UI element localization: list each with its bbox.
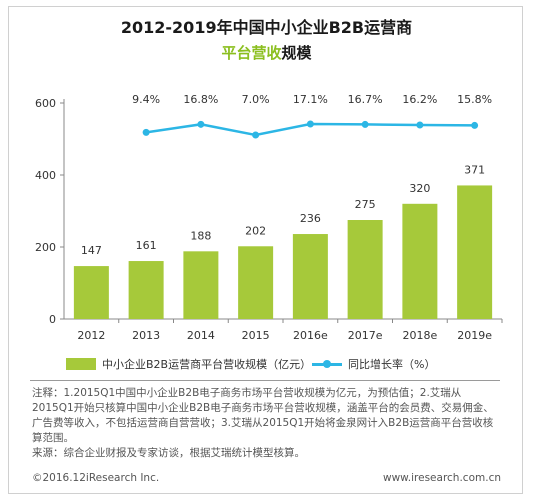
x-tick-label: 2013 <box>132 329 160 342</box>
growth-label: 16.7% <box>348 93 383 106</box>
bar-2014 <box>183 251 219 319</box>
legend-line-label: 同比增长率（%） <box>348 358 436 371</box>
growth-point <box>471 121 479 129</box>
legend-bar-swatch <box>66 358 96 370</box>
growth-label: 7.0% <box>242 93 270 106</box>
bar-2015 <box>238 246 274 319</box>
legend-line-swatch <box>312 359 342 368</box>
growth-label: 15.8% <box>457 93 492 106</box>
website-text: www.iresearch.com.cn <box>382 472 501 484</box>
bar-label: 202 <box>245 224 266 237</box>
chart-frame <box>8 6 523 494</box>
chart-subtitle: 平台营收规模 <box>0 42 533 63</box>
chart-title: 2012-2019年中国中小企业B2B运营商 <box>120 18 413 37</box>
x-tick-label: 2016e <box>293 329 328 342</box>
legend-bar-label: 中小企业B2B运营商平台营收规模（亿元） <box>102 358 312 371</box>
bar-2019e <box>457 185 493 319</box>
x-tick-label: 2015 <box>242 329 270 342</box>
bar-label: 320 <box>409 182 430 195</box>
growth-point <box>197 120 205 128</box>
x-tick-label: 2012 <box>77 329 105 342</box>
notes: 注释：1.2015Q1中国中小企业B2B电子商务市场平台营收规模为亿元，为预估值… <box>32 386 502 461</box>
growth-point <box>361 120 369 128</box>
growth-label: 9.4% <box>132 93 160 106</box>
subtitle-highlight: 平台营收 <box>221 44 282 62</box>
copyright-text: ©2016.12iResearch Inc. <box>32 472 160 484</box>
x-tick-label: 2014 <box>187 329 215 342</box>
bar-label: 275 <box>355 198 376 211</box>
bar-label: 161 <box>136 239 157 252</box>
bar-label: 236 <box>300 212 321 225</box>
bar-2018e <box>402 203 438 319</box>
y-tick-label: 600 <box>35 97 56 110</box>
growth-point <box>416 121 424 129</box>
y-tick-label: 0 <box>49 313 56 326</box>
chart-plot: 0 200 400 600 147 2012 161 2013 188 2014 202 2015 23… <box>35 93 503 342</box>
growth-point <box>306 120 314 128</box>
growth-label: 17.1% <box>293 93 328 106</box>
growth-point <box>142 128 150 136</box>
bar-2012 <box>73 266 109 319</box>
bar-label: 371 <box>464 163 485 176</box>
x-tick-label: 2017e <box>348 329 383 342</box>
growth-point <box>252 131 260 139</box>
notes-line-1: 注释：1.2015Q1中国中小企业B2B电子商务市场平台营收规模为亿元，为预估值… <box>32 387 494 444</box>
y-tick-label: 400 <box>35 169 56 182</box>
notes-divider <box>30 380 500 381</box>
subtitle-rest: 规模 <box>281 44 312 62</box>
bar-label: 147 <box>81 244 102 257</box>
x-tick-label: 2019e <box>457 329 492 342</box>
bar-2016e <box>292 234 328 319</box>
bar-2017e <box>347 220 383 319</box>
notes-line-2: 来源：综合企业财报及专家访谈，根据艾瑞统计模型核算。 <box>32 447 305 459</box>
y-tick-label: 200 <box>35 241 56 254</box>
x-tick-label: 2018e <box>402 329 437 342</box>
bar-2013 <box>128 261 164 319</box>
growth-label: 16.8% <box>183 93 218 106</box>
growth-label: 16.2% <box>402 93 437 106</box>
legend-bar: 中小企业B2B运营商平台营收规模（亿元） <box>66 356 311 372</box>
legend-line: 同比增长率（%） <box>312 356 435 372</box>
bar-label: 188 <box>190 229 211 242</box>
